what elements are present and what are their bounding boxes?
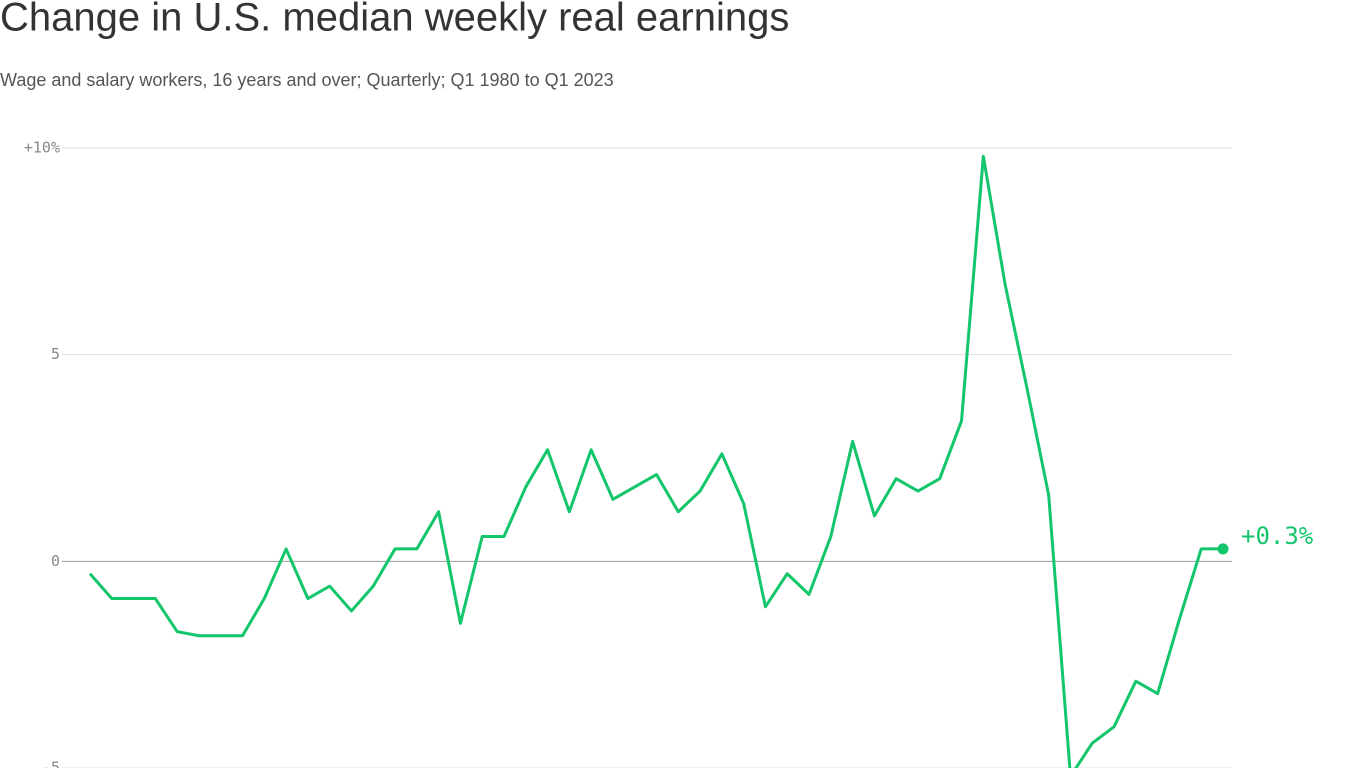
end-label: +0.3% (1241, 522, 1314, 550)
y-tick-label: +10% (24, 139, 60, 157)
y-tick-label: 0 (51, 552, 60, 570)
y-tick-label: 5 (51, 345, 60, 363)
line (88, 154, 1223, 768)
chart-title: Change in U.S. median weekly real earnin… (0, 0, 789, 40)
end-dot (1217, 543, 1229, 555)
y-tick-label: -5 (42, 759, 60, 768)
chart-subtitle: Wage and salary workers, 16 years and ov… (0, 70, 614, 90)
